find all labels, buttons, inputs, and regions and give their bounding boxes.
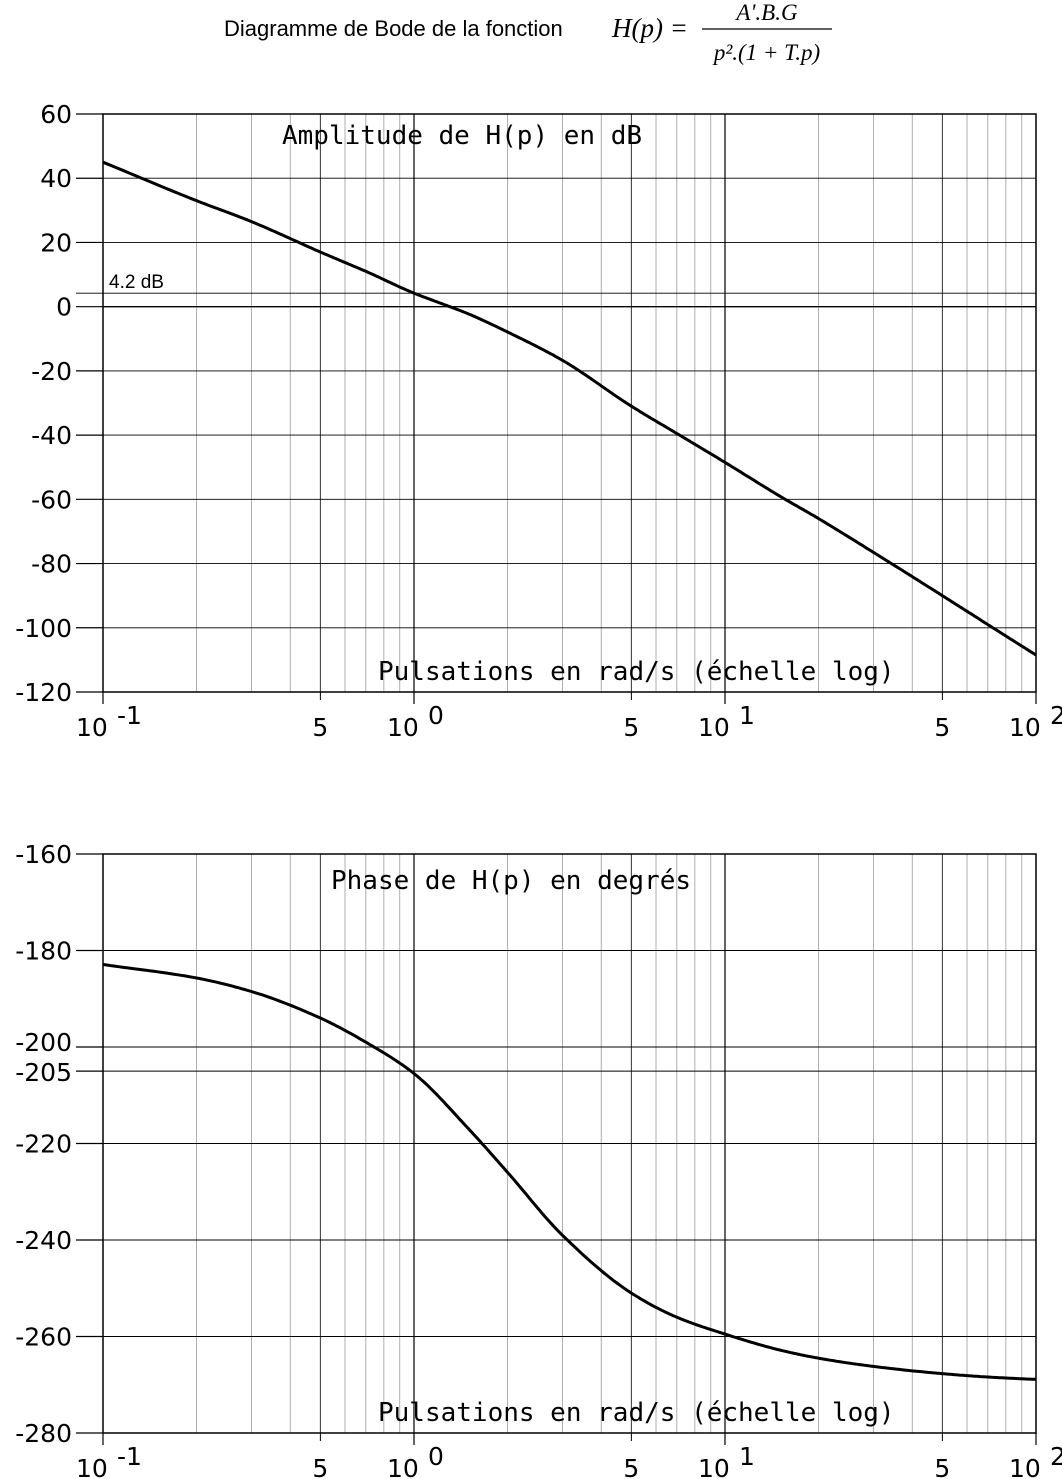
phase-y-tick-label: -200 xyxy=(15,1028,72,1057)
amplitude-y-tick-label: 20 xyxy=(40,228,72,257)
phase-y-tick-label: -240 xyxy=(15,1226,72,1255)
phase-x-minor-tick-label: 5 xyxy=(934,1454,950,1479)
phase-y-tick-label: -160 xyxy=(15,840,72,869)
phase-y-tick-label: -180 xyxy=(15,937,72,966)
amplitude-frame xyxy=(102,113,1037,693)
amplitude-y-tick-label: 60 xyxy=(40,100,72,129)
amplitude-title: Amplitude de H(p) en dB xyxy=(282,121,642,151)
figure-title-text: Diagramme de Bode de la fonction xyxy=(224,16,563,41)
formula-denominator: p².(1 + T.p) xyxy=(712,40,820,65)
amplitude-y-ticks: 60 40 20 0 -20 -40 -60 -80 -100 -120 xyxy=(15,100,103,707)
amplitude-y-tick-label: -20 xyxy=(31,357,72,386)
phase-plot: -160-180-200-205-220-240-260-280 10 -1 5 10… xyxy=(15,840,1062,1479)
phase-x-tick-label: 10 xyxy=(698,1454,730,1479)
phase-x-ticks: 10 -1 5 10 0 5 10 1 5 10 2 xyxy=(76,1433,1062,1479)
phase-y-tick-label: -280 xyxy=(15,1419,72,1448)
formula-numerator: A'.B.G xyxy=(734,0,798,25)
phase-y-tick-label: -220 xyxy=(15,1130,72,1159)
amplitude-x-tick-label: 10 xyxy=(387,713,419,742)
amplitude-y-tick-label: -120 xyxy=(15,678,72,707)
phase-title: Phase de H(p) en degrés xyxy=(331,866,691,896)
amplitude-x-ticks: 10 -1 5 10 0 5 10 1 5 10 2 xyxy=(76,692,1062,742)
amplitude-y-tick-label: -40 xyxy=(31,421,72,450)
amplitude-x-minor-tick-label: 5 xyxy=(312,713,328,742)
amplitude-x-tick-label: 10 xyxy=(76,713,108,742)
amplitude-x-axis-label: Pulsations en rad/s (échelle log) xyxy=(378,657,895,687)
phase-curve xyxy=(102,963,1037,1381)
amplitude-plot: 60 40 20 0 -20 -40 -60 -80 -100 -120 10 -1 5 10 0 5 10 1… xyxy=(15,100,1062,742)
amplitude-x-tick-label: 10 xyxy=(1009,713,1041,742)
phase-grid xyxy=(103,854,1036,1433)
phase-y-tick-label: -260 xyxy=(15,1323,72,1352)
phase-x-tick-label: 10 xyxy=(76,1454,108,1479)
amplitude-y-tick-label: 0 xyxy=(56,293,72,322)
phase-x-tick-label: 10 xyxy=(1009,1454,1041,1479)
phase-frame xyxy=(102,853,1037,1434)
phase-x-tick-label: 10 xyxy=(387,1454,419,1479)
phase-x-tick-exponent: -1 xyxy=(117,1442,142,1471)
amplitude-x-tick-exponent: -1 xyxy=(117,701,142,730)
figure-title: Diagramme de Bode de la fonction H(p) = … xyxy=(224,0,832,65)
phase-x-tick-exponent: 1 xyxy=(739,1442,755,1471)
amplitude-y-tick-label: -80 xyxy=(31,550,72,579)
formula-lhs: H(p) = xyxy=(611,13,688,43)
amplitude-x-tick-exponent: 1 xyxy=(739,701,755,730)
amplitude-x-tick-label: 10 xyxy=(698,713,730,742)
amplitude-x-tick-exponent: 2 xyxy=(1050,701,1062,730)
amplitude-y-tick-label: -60 xyxy=(31,485,72,514)
amplitude-x-minor-tick-label: 5 xyxy=(623,713,639,742)
phase-x-tick-exponent: 0 xyxy=(428,1442,444,1471)
amplitude-x-tick-exponent: 0 xyxy=(428,701,444,730)
amplitude-grid xyxy=(103,114,1036,692)
amplitude-y-tick-label: -100 xyxy=(15,614,72,643)
phase-x-minor-tick-label: 5 xyxy=(623,1454,639,1479)
phase-y-tick-label: -205 xyxy=(15,1058,72,1087)
amplitude-curve xyxy=(102,160,1037,657)
phase-x-axis-label: Pulsations en rad/s (échelle log) xyxy=(378,1398,895,1428)
amplitude-y-tick-label: 40 xyxy=(40,164,72,193)
phase-y-ticks: -160 -180 -200-205 -220 -240 -260 -280 xyxy=(15,840,103,1448)
amplitude-annotation: 4.2 dB xyxy=(109,272,164,293)
phase-x-tick-exponent: 2 xyxy=(1050,1442,1062,1471)
amplitude-x-minor-tick-label: 5 xyxy=(934,713,950,742)
phase-x-minor-tick-label: 5 xyxy=(312,1454,328,1479)
